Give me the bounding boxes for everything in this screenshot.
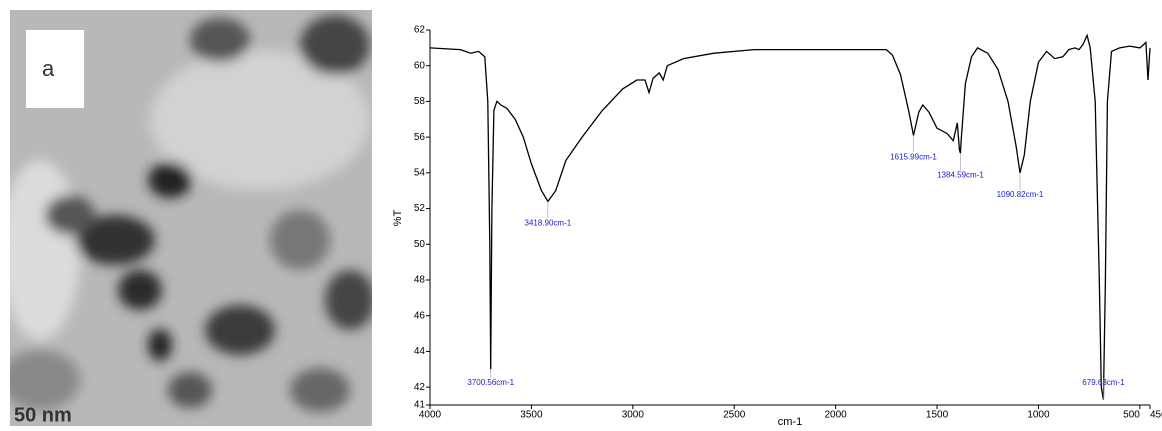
y-tick-label: 50: [414, 239, 426, 250]
x-tick-label: 1500: [926, 410, 949, 421]
x-axis-label: cm-1: [778, 416, 802, 426]
peak-label: 3700.56cm-1: [467, 378, 514, 387]
spectrum-line: [430, 35, 1150, 399]
y-tick-label: 52: [414, 203, 426, 214]
y-tick-label: 60: [414, 60, 426, 71]
x-tick-label: 3000: [622, 410, 645, 421]
x-tick-label: 1000: [1027, 410, 1050, 421]
y-tick-label: 62: [414, 25, 426, 36]
scale-bar-label: 50 nm: [14, 404, 72, 426]
x-tick-label: 2500: [723, 410, 746, 421]
peak-label: 3418.90cm-1: [525, 219, 572, 228]
x-tick-label: 3500: [520, 410, 543, 421]
x-tick-label: 4000: [419, 410, 442, 421]
page: a 50 nm 41424446485052545658606240003500…: [0, 0, 1162, 426]
figure: a 50 nm 41424446485052545658606240003500…: [0, 0, 1162, 426]
tem-image: a 50 nm: [0, 10, 375, 426]
y-tick-label: 44: [414, 346, 426, 357]
y-tick-label: 42: [414, 382, 426, 393]
y-tick-label: 54: [414, 167, 426, 178]
peak-label: 1384.59cm-1: [937, 170, 984, 179]
y-axis-label: %T: [392, 209, 404, 226]
x-tick-label: 2000: [825, 410, 848, 421]
y-tick-label: 58: [414, 96, 426, 107]
x-tick-label: 450: [1150, 410, 1162, 421]
y-tick-label: 56: [414, 132, 426, 143]
peak-label: 1615.99cm-1: [890, 152, 937, 161]
peak-label: 1090.82cm-1: [997, 190, 1044, 199]
x-tick-label: 500: [1123, 410, 1140, 421]
panel-label: a: [42, 56, 55, 81]
peak-label: 679.63cm-1: [1082, 378, 1125, 387]
y-tick-label: 48: [414, 275, 426, 286]
y-tick-label: 46: [414, 310, 426, 321]
